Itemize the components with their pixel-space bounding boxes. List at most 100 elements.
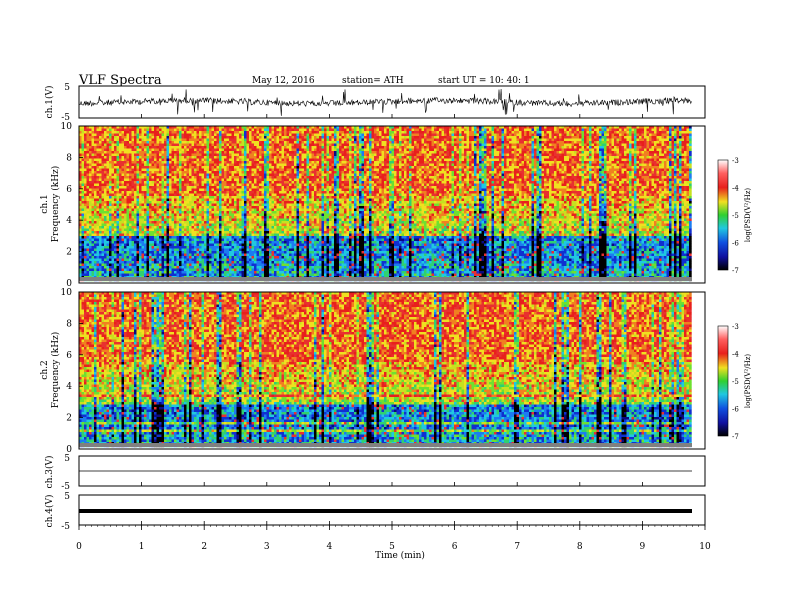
spectrogram-cell	[152, 156, 155, 159]
spectrogram-cell	[207, 159, 210, 162]
spectrogram-cell	[244, 261, 247, 264]
spectrogram-cell	[99, 224, 102, 227]
spectrogram-cell	[147, 186, 150, 189]
spectrogram-cell	[89, 164, 92, 167]
spectrogram-cell	[264, 274, 267, 277]
spectrogram-cell	[237, 224, 240, 227]
spectrogram-cell	[177, 251, 180, 254]
spectrogram-cell	[162, 201, 165, 204]
spectrogram-cell	[184, 224, 187, 227]
spectrogram-cell	[262, 156, 265, 159]
spectrogram-cell	[159, 264, 162, 267]
spectrogram-cell	[207, 151, 210, 154]
spectrogram-cell	[254, 241, 257, 244]
spectrogram-cell	[162, 254, 165, 257]
spectrogram-cell	[234, 204, 237, 207]
spectrogram-cell	[127, 171, 130, 174]
spectrogram-cell	[177, 249, 180, 252]
spectrogram-cell	[274, 271, 277, 274]
spectrogram-cell	[99, 246, 102, 249]
spectrogram-cell	[124, 224, 127, 227]
spectrogram-cell	[267, 214, 270, 217]
spectrogram-cell	[144, 196, 147, 199]
spectrogram-cell	[244, 171, 247, 174]
spectrogram-cell	[192, 136, 195, 139]
spectrogram-cell	[207, 176, 210, 179]
spectrogram-cell	[259, 221, 262, 224]
spectrogram-cell	[97, 159, 100, 162]
spectrogram-cell	[189, 209, 192, 212]
spectrogram-cell	[134, 139, 137, 142]
spectrogram-cell	[137, 254, 140, 257]
spectrogram-cell	[207, 211, 210, 214]
spectrogram-cell	[107, 226, 110, 229]
spectrogram-cell	[97, 224, 100, 227]
spectrogram-cell	[199, 134, 202, 137]
spectrogram-cell	[109, 246, 112, 249]
spectrogram-cell	[274, 149, 277, 152]
spectrogram-cell	[199, 226, 202, 229]
spectrogram-cell	[154, 156, 157, 159]
spectrogram-cell	[212, 199, 215, 202]
spectrogram-cell	[239, 204, 242, 207]
spectrogram-cell	[272, 181, 275, 184]
spectrogram-cell	[189, 171, 192, 174]
spectrogram-cell	[184, 176, 187, 179]
spectrogram-cell	[162, 214, 165, 217]
spectrogram-cell	[179, 166, 182, 169]
spectrogram-cell	[257, 231, 260, 234]
spectrogram-cell	[142, 226, 145, 229]
spectrogram-cell	[129, 214, 132, 217]
spectrogram-cell	[274, 249, 277, 252]
spectrogram-cell	[259, 246, 262, 249]
spectrogram-cell	[214, 144, 217, 147]
spectrogram-cell	[169, 216, 172, 219]
spectrogram-cell	[102, 169, 105, 172]
spectrogram-cell	[109, 201, 112, 204]
spectrogram-cell	[197, 266, 200, 269]
spectrogram-cell	[104, 134, 107, 137]
spectrogram-cell	[207, 154, 210, 157]
spectrogram-cell	[262, 269, 265, 272]
spectrogram-cell	[149, 211, 152, 214]
spectrogram-cell	[89, 149, 92, 152]
spectrogram-cell	[97, 139, 100, 142]
spectrogram-cell	[169, 129, 172, 132]
spectrogram-cell	[94, 194, 97, 197]
spectrogram-cell	[232, 201, 235, 204]
spectrogram-cell	[99, 251, 102, 254]
spectrogram-cell	[182, 259, 185, 262]
spectrogram-cell	[167, 181, 170, 184]
spectrogram-cell	[97, 216, 100, 219]
spectrogram-cell	[159, 174, 162, 177]
spectrogram-cell	[89, 191, 92, 194]
spectrogram-cell	[212, 224, 215, 227]
spectrogram-cell	[197, 181, 200, 184]
spectrogram-cell	[212, 164, 215, 167]
spectrogram-cell	[229, 216, 232, 219]
spectrogram-cell	[212, 189, 215, 192]
spectrogram-cell	[82, 236, 85, 239]
spectrogram-cell	[254, 261, 257, 264]
spectrogram-cell	[184, 231, 187, 234]
spectrogram-cell	[164, 159, 167, 162]
spectrogram-cell	[137, 159, 140, 162]
spectrogram-cell	[102, 144, 105, 147]
spectrogram-cell	[174, 201, 177, 204]
spectrogram-cell	[212, 261, 215, 264]
spectrogram-cell	[222, 236, 225, 239]
spectrogram-cell	[187, 254, 190, 257]
spectrogram-cell	[172, 249, 175, 252]
spectrogram-cell	[112, 144, 115, 147]
spectrogram-cell	[132, 274, 135, 277]
spectrogram-cell	[157, 201, 160, 204]
spectrogram-cell	[212, 266, 215, 269]
spectrogram-cell	[94, 269, 97, 272]
spectrogram-cell	[159, 274, 162, 277]
spectrogram-cell	[277, 151, 280, 154]
spectrogram-cell	[212, 236, 215, 239]
spectrogram-cell	[237, 161, 240, 164]
spectrogram-cell	[197, 139, 200, 142]
spectrogram-cell	[229, 184, 232, 187]
spectrogram-cell	[232, 161, 235, 164]
